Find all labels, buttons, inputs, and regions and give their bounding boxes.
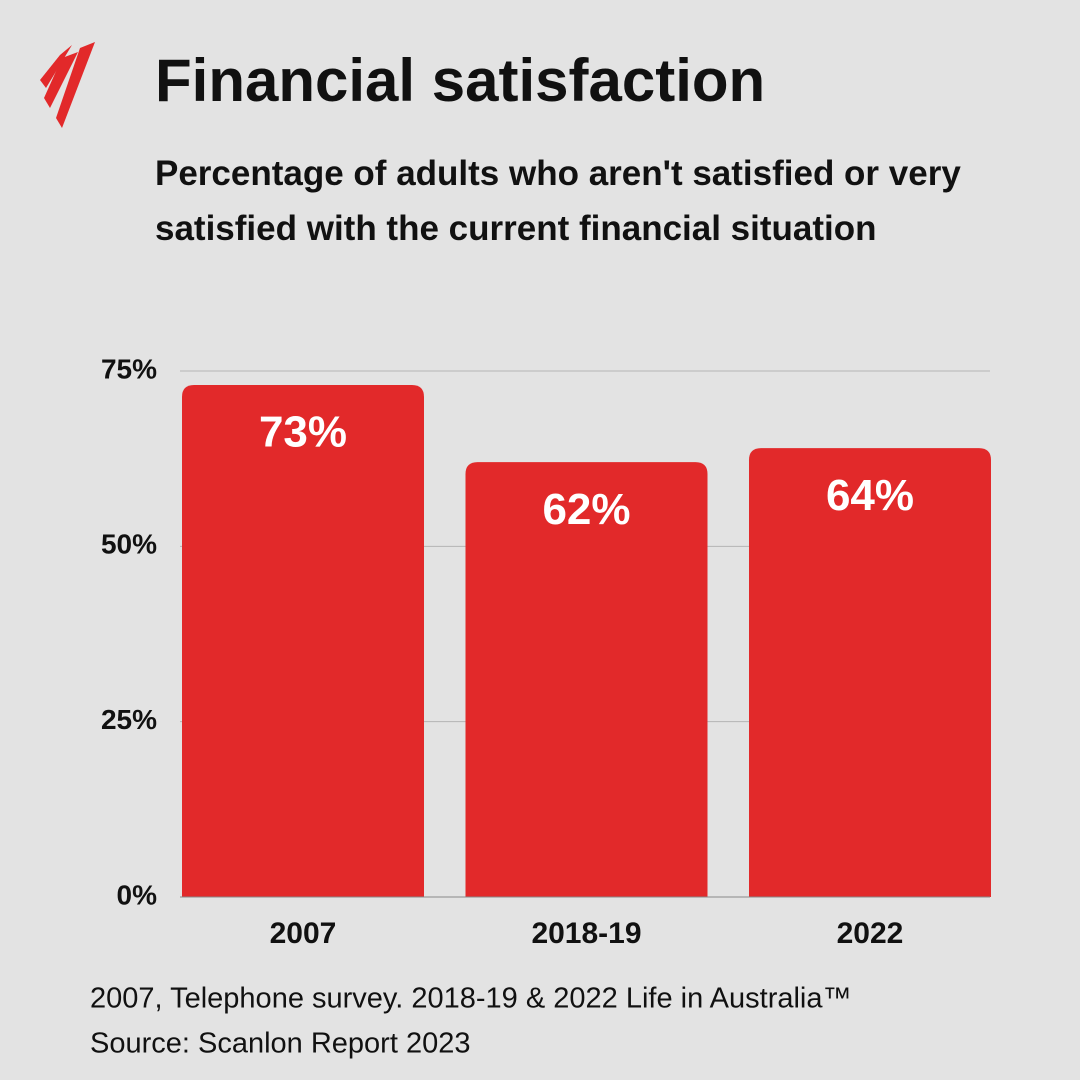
data-label: 73% [259,408,347,457]
y-tick-label: 25% [101,704,157,735]
y-tick-label: 0% [117,879,158,910]
bar [182,385,424,897]
note: Source: Scanlon Report 2023 [90,1028,470,1060]
y-tick-label: 75% [101,353,157,384]
data-label: 64% [826,471,914,520]
bar [749,448,991,897]
note: 2007, Telephone survey. 2018-19 & 2022 L… [90,983,852,1015]
bar [465,462,708,897]
chart-subtitle: Percentage of adults who aren't satisfie… [155,154,961,248]
x-tick-label: 2022 [837,917,904,950]
logo [40,42,95,128]
x-tick-label: 2007 [270,917,337,950]
data-label: 62% [542,485,630,534]
y-tick-label: 50% [101,529,157,560]
x-tick-label: 2018-19 [531,917,641,950]
chart-title: Financial satisfaction [155,47,765,114]
